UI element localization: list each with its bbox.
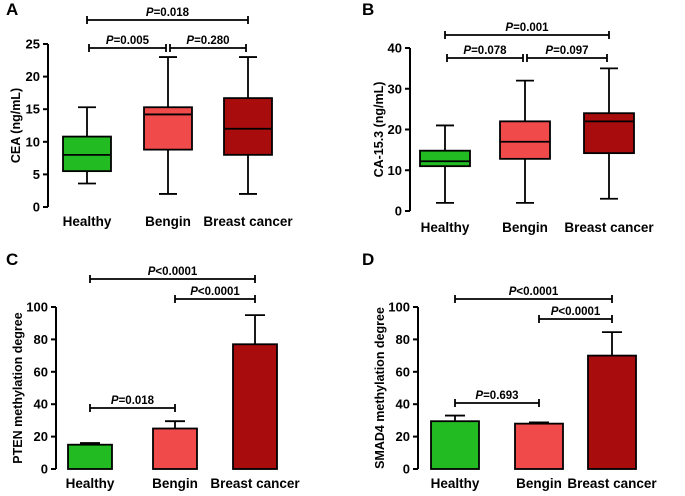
y-tick-label: 15	[26, 102, 40, 117]
y-tick-label: 60	[396, 364, 410, 379]
y-tick-label: 40	[396, 397, 410, 412]
y-tick-label: 20	[26, 69, 40, 84]
panel-a: A 0 5 10 15 20 25 CEA (ng/mL) Healthy Bengin Breas…	[6, 0, 293, 229]
x-category-label: Breast cancer	[567, 476, 657, 491]
x-category-label: Healthy	[66, 476, 115, 491]
y-tick-label: 30	[388, 81, 402, 96]
y-tick-label: 60	[34, 364, 48, 379]
x-category-label: Breast cancer	[210, 476, 300, 491]
y-tick-label: 100	[26, 300, 48, 315]
box-breast-cancer	[583, 112, 635, 155]
box-healthy	[419, 149, 471, 168]
y-tick-label: 40	[388, 41, 402, 56]
y-tick-label: 10	[388, 163, 402, 178]
x-category-label: Bengin	[516, 476, 562, 491]
sig-label: P=0.005	[106, 35, 150, 47]
panel-letter: C	[6, 250, 18, 269]
y-tick-label: 5	[33, 167, 40, 182]
sig-label: P=0.018	[111, 395, 155, 407]
x-category-label: Breast cancer	[564, 220, 654, 235]
y-tick-label: 80	[34, 332, 48, 347]
bar-healthy	[67, 443, 113, 470]
bar-healthy	[430, 420, 480, 470]
y-tick-label: 0	[41, 462, 48, 477]
x-category-label: Bengin	[152, 476, 198, 491]
bar-breast-cancer	[232, 343, 278, 470]
y-tick-label: 10	[26, 134, 40, 149]
y-tick-label: 20	[396, 429, 410, 444]
y-tick-label: 80	[396, 332, 410, 347]
sig-label: P<0.0001	[190, 286, 240, 298]
y-axis-label: CEA (ng/mL)	[9, 88, 23, 163]
x-category-label: Healthy	[63, 214, 112, 229]
x-category-label: Healthy	[421, 220, 470, 235]
x-category-label: Healthy	[431, 476, 480, 491]
y-tick-label: 25	[26, 37, 40, 52]
panel-letter: D	[362, 250, 374, 269]
bar-breast-cancer	[587, 354, 637, 470]
sig-label: P=0.693	[475, 390, 518, 402]
sig-label: P<0.0001	[509, 286, 559, 298]
y-tick-label: 0	[395, 204, 402, 219]
y-axis-label: PTEN methylation degree	[11, 312, 25, 463]
y-tick-label: 20	[388, 122, 402, 137]
y-tick-label: 100	[388, 300, 410, 315]
y-tick-label: 40	[34, 397, 48, 412]
sig-label: P=0.001	[505, 22, 549, 34]
y-tick-label: 0	[33, 200, 40, 215]
x-category-label: Bengin	[502, 220, 548, 235]
y-tick-label: 20	[34, 429, 48, 444]
panel-letter: B	[362, 0, 374, 19]
bar-bengin	[152, 427, 198, 470]
bar-bengin	[514, 422, 564, 470]
sig-label: P=0.078	[463, 45, 507, 57]
box-breast-cancer	[223, 97, 273, 156]
box-bengin	[499, 120, 551, 160]
sig-label: P=0.097	[545, 45, 588, 57]
y-axis-label: SMAD4 methylation degree	[373, 307, 387, 469]
sig-label: P<0.0001	[148, 266, 198, 278]
sig-label: P=0.018	[146, 7, 190, 19]
x-category-label: Bengin	[145, 214, 191, 229]
sig-label: P=0.280	[186, 35, 229, 47]
panel-b: B 0 10 20 30 40 CA-15.3 (ng/mL) Healthy Bengin Br…	[362, 0, 654, 235]
sig-label: P<0.0001	[551, 306, 601, 318]
y-axis-label: CA-15.3 (ng/mL)	[372, 82, 386, 178]
panel-letter: A	[6, 0, 18, 19]
box-healthy	[62, 135, 112, 173]
x-category-label: Breast cancer	[203, 214, 293, 229]
y-tick-label: 0	[403, 462, 410, 477]
